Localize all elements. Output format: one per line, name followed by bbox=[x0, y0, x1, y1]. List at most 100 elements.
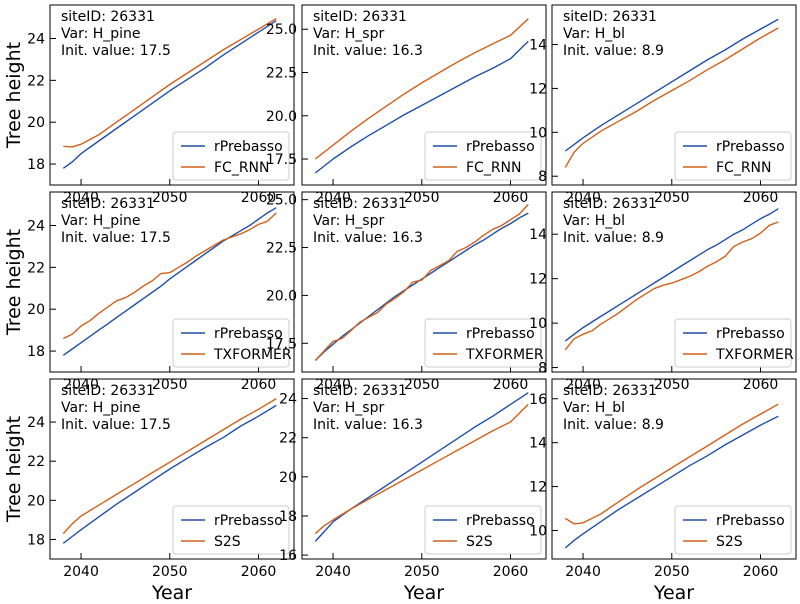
series-line-txformer bbox=[63, 212, 277, 340]
x-tick-label: 2060 bbox=[493, 564, 529, 580]
annotation-line: siteID: 26331 bbox=[61, 383, 155, 399]
axes-frame bbox=[49, 4, 295, 186]
legend-entry: TXFORMER bbox=[213, 347, 292, 363]
legend-box bbox=[674, 505, 792, 555]
x-tick-label: 2040 bbox=[63, 564, 99, 580]
annotation-line: Var: H_spr bbox=[313, 213, 384, 229]
legend-box bbox=[674, 318, 792, 368]
annotation-line: siteID: 26331 bbox=[313, 383, 407, 399]
annotation-line: Init. value: 8.9 bbox=[563, 43, 664, 59]
legend: rPrebasso FC_RNN bbox=[424, 131, 542, 181]
annotation-line: siteID: 26331 bbox=[563, 9, 657, 25]
y-tick-label: 18 bbox=[27, 532, 45, 548]
x-tick-label: 2050 bbox=[654, 564, 690, 580]
series-line-rprebasso bbox=[314, 40, 529, 174]
x-tick-label: 2040 bbox=[565, 190, 601, 206]
legend-box bbox=[172, 505, 290, 555]
legend-entry: FC_RNN bbox=[466, 160, 522, 176]
y-tick-label: 25.0 bbox=[266, 193, 297, 209]
series-line-fc-rnn bbox=[63, 17, 277, 148]
axes-frame bbox=[301, 191, 547, 373]
y-tick-label: 10 bbox=[529, 125, 547, 141]
legend: rPrebasso TXFORMER bbox=[172, 318, 292, 368]
subplot-h-spr-txformer: 2040 2050 2060 17.5 20.0 22.5 25.0 siteID: 2633… bbox=[266, 191, 547, 393]
x-tick-label: 2050 bbox=[654, 190, 690, 206]
y-tick-label: 14 bbox=[529, 227, 547, 243]
annotation-line: Init. value: 17.5 bbox=[61, 417, 171, 433]
x-tick-label: 2050 bbox=[152, 190, 188, 206]
legend-entry: rPrebasso bbox=[716, 326, 785, 342]
series-group bbox=[564, 403, 779, 549]
legend-entry: S2S bbox=[214, 534, 241, 550]
axes-frame bbox=[49, 378, 295, 560]
annotation-line: Init. value: 16.3 bbox=[313, 417, 423, 433]
y-tick-label: 12 bbox=[529, 81, 547, 97]
series-line-s2s bbox=[62, 398, 277, 535]
annotation-line: Init. value: 16.3 bbox=[313, 230, 423, 246]
y-tick-label: 20 bbox=[27, 493, 45, 509]
annotation-line: Var: H_spr bbox=[313, 400, 384, 416]
y-tick-label: 22.5 bbox=[266, 241, 297, 257]
annotation-line: siteID: 26331 bbox=[313, 9, 407, 25]
y-tick-label: 18 bbox=[27, 157, 45, 173]
legend-entry: rPrebasso bbox=[214, 326, 283, 342]
legend: rPrebasso S2S bbox=[424, 505, 542, 555]
x-axis-title: Year bbox=[403, 582, 444, 600]
annotation-line: Var: H_spr bbox=[313, 26, 384, 42]
x-tick-label: 2040 bbox=[315, 190, 351, 206]
y-tick-label: 24 bbox=[27, 218, 45, 234]
legend-entry: rPrebasso bbox=[466, 513, 535, 529]
legend: rPrebasso TXFORMER bbox=[424, 318, 544, 368]
axes-frame bbox=[551, 4, 797, 186]
legend-entry: rPrebasso bbox=[466, 326, 535, 342]
series-group bbox=[314, 18, 529, 174]
y-tick-label: 22.5 bbox=[266, 66, 297, 82]
y-tick-label: 14 bbox=[529, 436, 547, 452]
y-tick-label: 8 bbox=[538, 361, 547, 377]
y-axis-title: Tree height bbox=[3, 416, 25, 523]
legend-box bbox=[424, 131, 542, 181]
annotation-line: siteID: 26331 bbox=[61, 9, 155, 25]
y-tick-label: 16 bbox=[529, 392, 547, 408]
y-tick-label: 22 bbox=[27, 260, 45, 276]
legend-entry: FC_RNN bbox=[716, 160, 772, 176]
legend-entry: rPrebasso bbox=[214, 513, 283, 529]
y-tick-label: 17.5 bbox=[266, 336, 297, 352]
x-tick-label: 2050 bbox=[404, 564, 440, 580]
y-tick-label: 12 bbox=[529, 480, 547, 496]
legend: rPrebasso FC_RNN bbox=[172, 131, 290, 181]
series-group bbox=[314, 203, 529, 362]
axes-frame bbox=[301, 4, 547, 186]
axes-frame bbox=[551, 191, 797, 373]
x-tick-label: 2050 bbox=[404, 190, 440, 206]
annotation-line: Init. value: 16.3 bbox=[313, 43, 423, 59]
legend-entry: rPrebasso bbox=[214, 139, 283, 155]
y-tick-label: 20 bbox=[27, 115, 45, 131]
x-tick-label: 2060 bbox=[241, 564, 277, 580]
series-group bbox=[564, 208, 779, 351]
legend: rPrebasso S2S bbox=[172, 505, 290, 555]
legend-entry: FC_RNN bbox=[214, 160, 270, 176]
series-line-rprebasso bbox=[62, 207, 277, 356]
legend-entry: S2S bbox=[466, 534, 493, 550]
axes-frame bbox=[551, 378, 797, 560]
y-tick-label: 22 bbox=[279, 431, 297, 447]
subplot-h-spr-fc-rnn: 2040 2050 2060 17.5 20.0 22.5 25.0 siteID: 2633… bbox=[266, 4, 547, 206]
legend: rPrebasso S2S bbox=[674, 505, 792, 555]
series-group bbox=[314, 392, 529, 542]
x-tick-label: 2050 bbox=[152, 377, 188, 393]
series-line-rprebasso bbox=[564, 208, 779, 342]
series-line-rprebasso bbox=[62, 404, 277, 544]
y-tick-label: 17.5 bbox=[266, 152, 297, 168]
annotation-line: siteID: 26331 bbox=[563, 383, 657, 399]
series-line-txformer bbox=[564, 221, 779, 351]
series-line-rprebasso bbox=[314, 392, 529, 542]
x-tick-label: 2040 bbox=[315, 377, 351, 393]
x-tick-label: 2050 bbox=[404, 377, 440, 393]
